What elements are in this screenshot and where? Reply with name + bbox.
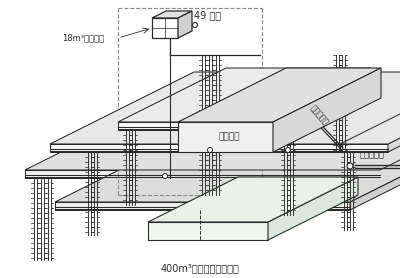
Polygon shape — [25, 80, 400, 170]
Polygon shape — [268, 177, 358, 240]
Polygon shape — [55, 202, 350, 210]
Text: 18m³消防容积: 18m³消防容积 — [62, 34, 104, 43]
Circle shape — [192, 23, 198, 28]
Polygon shape — [380, 80, 400, 178]
Polygon shape — [340, 108, 400, 144]
Circle shape — [208, 148, 212, 153]
Polygon shape — [148, 222, 268, 240]
Polygon shape — [178, 68, 381, 122]
Circle shape — [347, 163, 353, 169]
Polygon shape — [55, 112, 400, 202]
Polygon shape — [118, 68, 370, 122]
Polygon shape — [370, 72, 400, 152]
Polygon shape — [178, 11, 192, 38]
Circle shape — [162, 173, 168, 178]
Polygon shape — [350, 112, 400, 210]
Polygon shape — [388, 108, 400, 152]
Polygon shape — [152, 18, 178, 38]
Polygon shape — [340, 144, 388, 152]
Polygon shape — [50, 72, 400, 144]
Text: 市政给水管: 市政给水管 — [308, 103, 330, 127]
Polygon shape — [152, 11, 192, 18]
Text: 市政给水管: 市政给水管 — [360, 150, 385, 159]
Polygon shape — [262, 68, 370, 130]
Polygon shape — [273, 68, 381, 152]
Text: 加压泵房: 加压泵房 — [218, 133, 240, 142]
Polygon shape — [148, 177, 358, 222]
Polygon shape — [25, 170, 380, 178]
Text: 400m³生消防合用蓄水池: 400m³生消防合用蓄水池 — [160, 263, 240, 273]
Polygon shape — [118, 122, 262, 130]
Text: 49 号楼: 49 号楼 — [194, 10, 221, 20]
Polygon shape — [50, 144, 370, 152]
Circle shape — [286, 148, 290, 153]
Polygon shape — [178, 122, 273, 152]
